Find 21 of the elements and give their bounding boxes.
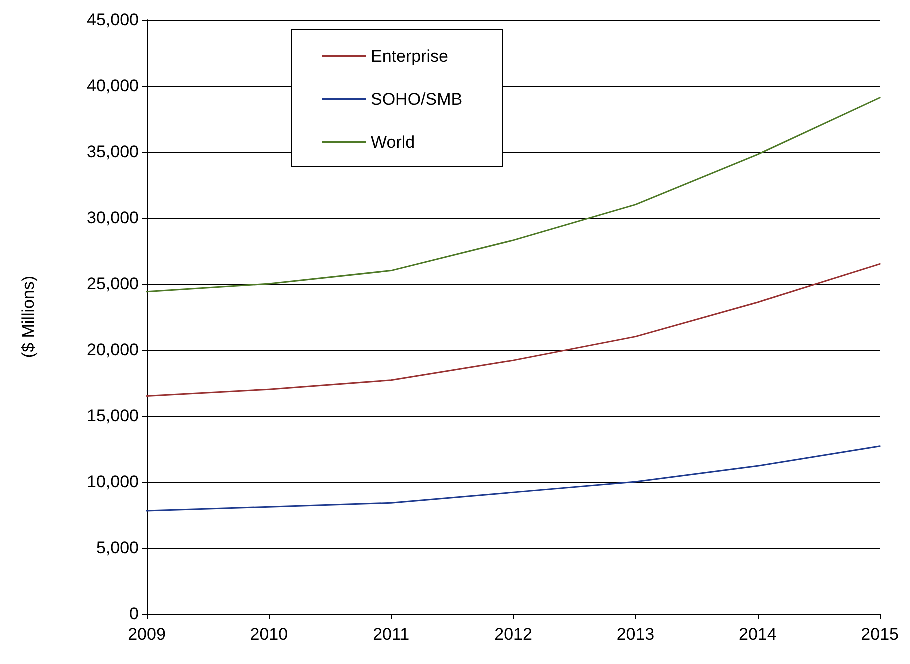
y-tick-label: 40,000	[87, 76, 139, 96]
y-tick-label: 5,000	[96, 538, 139, 558]
y-tick-label: 15,000	[87, 406, 139, 426]
legend-label: SOHO/SMB	[371, 90, 463, 109]
y-tick-label: 10,000	[87, 472, 139, 492]
y-tick-label: 35,000	[87, 142, 139, 162]
legend-label: Enterprise	[371, 47, 448, 66]
y-axis-title: ($ Millions)	[19, 276, 38, 358]
x-tick-label: 2010	[250, 625, 288, 644]
y-tick-label: 20,000	[87, 340, 139, 360]
x-tick-label: 2012	[494, 625, 532, 644]
y-tick-label: 0	[130, 604, 139, 624]
x-tick-label: 2014	[738, 625, 777, 644]
x-tick-label: 2013	[616, 625, 655, 644]
x-tick-label: 2011	[373, 625, 410, 644]
legend-label: World	[371, 133, 416, 152]
y-tick-label: 45,000	[87, 10, 139, 30]
y-tick-label: 25,000	[87, 274, 139, 294]
x-tick-label: 2009	[128, 625, 166, 644]
x-tick-label: 2015	[861, 625, 900, 644]
y-tick-label: 30,000	[87, 208, 139, 228]
